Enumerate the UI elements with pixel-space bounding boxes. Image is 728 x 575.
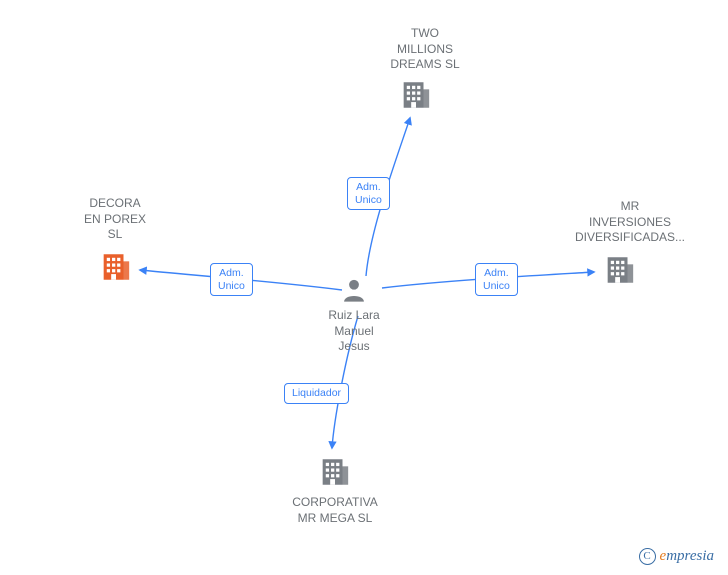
edge-label: Adm. Unico bbox=[347, 177, 390, 210]
building-icon[interactable] bbox=[98, 250, 132, 284]
node-label: CORPORATIVA MR MEGA SL bbox=[275, 495, 395, 526]
edge-label: Adm. Unico bbox=[475, 263, 518, 296]
node-label: MR INVERSIONES DIVERSIFICADAS... bbox=[560, 199, 700, 246]
person-icon[interactable] bbox=[340, 276, 368, 304]
building-icon[interactable] bbox=[602, 253, 636, 287]
brand-name: mpresia bbox=[666, 548, 714, 564]
copyright-icon: C bbox=[639, 548, 656, 565]
central-node-label: Ruiz Lara Manuel Jesus bbox=[319, 308, 389, 355]
edge-label: Liquidador bbox=[284, 383, 349, 404]
node-label: TWO MILLIONS DREAMS SL bbox=[380, 26, 470, 73]
edge-label: Adm. Unico bbox=[210, 263, 253, 296]
watermark: Cempresia bbox=[639, 548, 714, 565]
building-icon[interactable] bbox=[317, 455, 351, 489]
building-icon[interactable] bbox=[398, 78, 432, 112]
node-label: DECORA EN POREX SL bbox=[75, 196, 155, 243]
